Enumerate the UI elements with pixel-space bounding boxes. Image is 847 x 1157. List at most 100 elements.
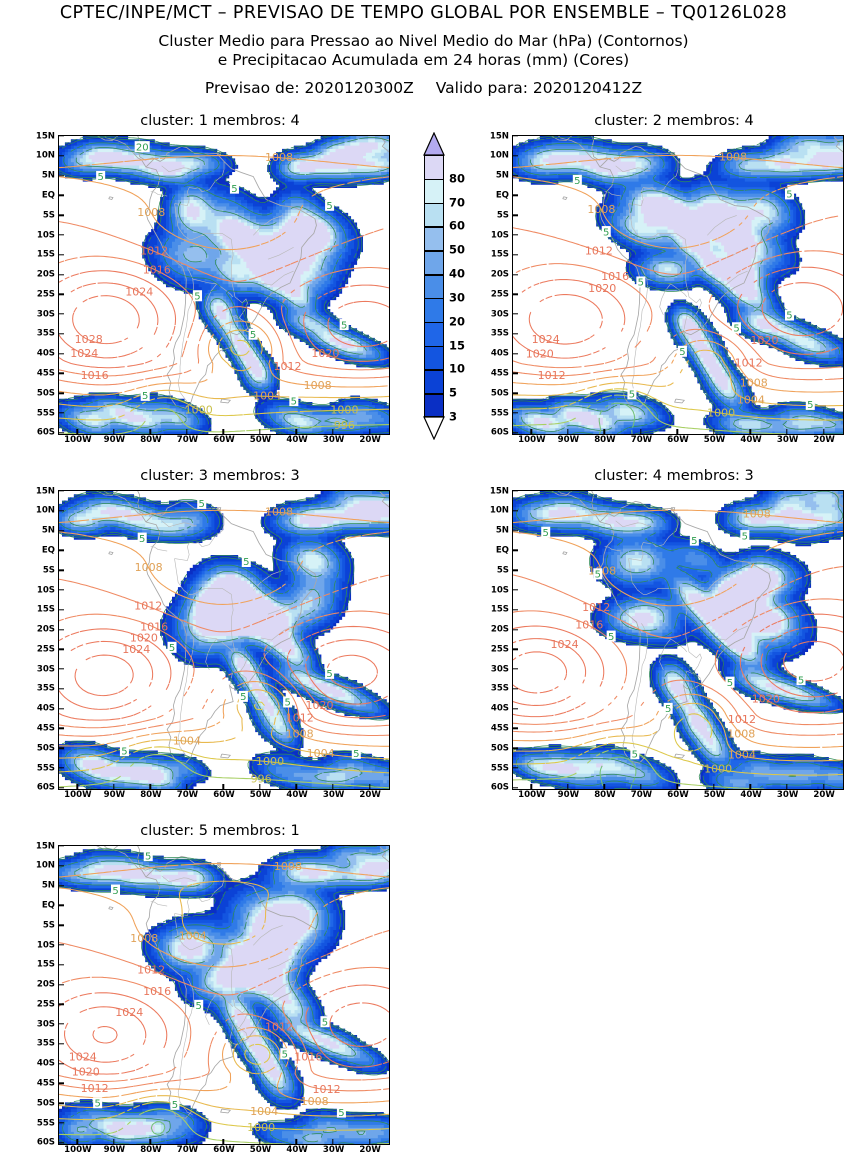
y-axis-label: EQ xyxy=(41,545,55,556)
y-axis-label: 15N xyxy=(35,841,55,852)
y-axis-tick-mark xyxy=(59,569,64,571)
colorbar-band-80 xyxy=(424,155,444,179)
precipitation-colorbar: 3 5 10 15 20 30 40 50 60 70 80 xyxy=(423,132,465,440)
x-axis-tick-mark xyxy=(368,784,371,789)
svg-text:1024: 1024 xyxy=(125,285,153,298)
y-axis-tick-mark xyxy=(513,254,518,256)
y-axis-tick-mark xyxy=(59,688,64,690)
y-axis-tick-mark xyxy=(59,313,64,315)
x-axis-label: 60W xyxy=(213,790,235,800)
svg-text:1004: 1004 xyxy=(173,734,201,747)
svg-text:1000: 1000 xyxy=(707,406,735,419)
y-axis-tick-mark xyxy=(59,372,64,375)
x-axis-label: 30W xyxy=(322,1145,345,1155)
precipitation-fill-layer xyxy=(59,136,389,434)
y-axis-tick-mark xyxy=(59,194,64,197)
x-axis-label: 100W xyxy=(64,790,92,800)
y-axis-tick-mark xyxy=(59,352,64,355)
x-axis-tick-mark xyxy=(530,784,532,789)
svg-text:1020: 1020 xyxy=(526,347,554,360)
x-axis-tick-mark xyxy=(259,429,261,434)
y-axis-label: 40S xyxy=(36,1058,55,1069)
precipitation-fill-layer xyxy=(513,136,843,434)
x-axis-label: 20W xyxy=(813,790,835,800)
svg-text:1012: 1012 xyxy=(728,713,756,726)
svg-text:5: 5 xyxy=(338,1108,344,1119)
svg-text:1000: 1000 xyxy=(256,755,284,768)
y-axis-tick-mark xyxy=(59,983,64,986)
y-axis-label: 5N xyxy=(495,525,509,536)
x-axis-tick-mark xyxy=(259,1139,261,1144)
x-axis-label: 60W xyxy=(667,435,689,445)
x-axis-label: 80W xyxy=(594,435,616,445)
y-axis-tick-mark xyxy=(513,352,518,355)
y-axis-label: 55S xyxy=(36,408,55,419)
y-axis-tick-mark xyxy=(59,628,64,631)
y-axis-label: 5S xyxy=(496,565,509,576)
x-axis-tick-mark xyxy=(295,1139,298,1144)
colorbar-label-70: 70 xyxy=(449,194,466,209)
x-axis-label: 70W xyxy=(630,790,653,800)
y-axis-label: 15S xyxy=(36,250,55,261)
x-axis-label: 20W xyxy=(359,1145,381,1155)
y-axis-label: 45S xyxy=(490,368,509,379)
precipitation-fill-layer xyxy=(59,846,389,1144)
colorbar-tick xyxy=(424,297,444,300)
y-axis-tick-mark xyxy=(59,174,64,177)
cluster-panel-title-5: cluster: 5 membros: 1 xyxy=(140,823,300,839)
colorbar-label-30: 30 xyxy=(449,290,466,305)
y-axis-tick-mark xyxy=(513,333,518,335)
colorbar-arrow-top xyxy=(423,132,445,156)
y-axis-tick-mark xyxy=(513,569,518,571)
y-axis-label: 10S xyxy=(36,585,55,596)
y-axis-tick-mark xyxy=(513,549,518,552)
coastline-layer xyxy=(96,136,389,409)
y-axis-tick-mark xyxy=(59,333,64,335)
x-axis-label: 70W xyxy=(176,1145,199,1155)
y-axis-tick-mark xyxy=(59,609,64,611)
svg-text:5: 5 xyxy=(282,1049,288,1060)
svg-text:5: 5 xyxy=(284,698,290,709)
isobar-contour-layer xyxy=(59,155,389,434)
y-axis-tick-mark xyxy=(59,767,64,769)
y-axis-label: 50S xyxy=(36,1098,55,1109)
y-axis-label: 30S xyxy=(36,664,55,675)
y-axis-tick-mark xyxy=(59,273,64,276)
svg-text:5: 5 xyxy=(341,320,347,331)
x-axis-tick-mark xyxy=(822,784,825,789)
svg-text:5: 5 xyxy=(112,886,118,897)
y-axis-label: 15N xyxy=(489,486,509,497)
x-axis-label: 70W xyxy=(176,435,199,445)
colorbar-tick xyxy=(424,369,444,371)
y-axis-label: 35S xyxy=(490,684,509,695)
y-axis-label: EQ xyxy=(41,900,55,911)
svg-text:1008: 1008 xyxy=(588,564,616,577)
y-axis-label: 15S xyxy=(36,960,55,971)
svg-text:5: 5 xyxy=(608,632,614,643)
svg-text:5: 5 xyxy=(172,1100,178,1111)
cluster-panel-title-1: cluster: 1 membros: 4 xyxy=(140,113,300,129)
map-plot-area-1: 996 1000 1000 1004 1008 1008 1008 1012 1012 1016 1… xyxy=(58,135,390,435)
coastline-layer xyxy=(550,491,843,764)
y-axis-tick-mark xyxy=(513,609,518,611)
y-axis-label: 35S xyxy=(36,1039,55,1050)
y-axis-label: 30S xyxy=(490,309,509,320)
y-axis-label: 35S xyxy=(36,684,55,695)
x-axis-tick-mark xyxy=(603,784,606,789)
svg-text:1008: 1008 xyxy=(727,728,755,741)
y-axis-tick-mark xyxy=(59,214,64,216)
svg-text:5: 5 xyxy=(629,390,635,401)
y-axis-tick-mark xyxy=(513,273,518,276)
y-axis-label: 55S xyxy=(490,408,509,419)
x-axis-label: 100W xyxy=(64,1145,92,1155)
colorbar-tick xyxy=(424,202,444,205)
colorbar-label-60: 60 xyxy=(449,218,466,233)
y-axis-label: 20S xyxy=(36,624,55,635)
svg-text:5: 5 xyxy=(240,692,246,703)
svg-text:5: 5 xyxy=(786,190,792,201)
y-axis-label: 15S xyxy=(490,605,509,616)
y-axis-label: 60S xyxy=(36,783,55,794)
svg-text:1004: 1004 xyxy=(728,749,756,762)
svg-text:1008: 1008 xyxy=(265,151,293,164)
x-axis-label: 20W xyxy=(359,790,381,800)
